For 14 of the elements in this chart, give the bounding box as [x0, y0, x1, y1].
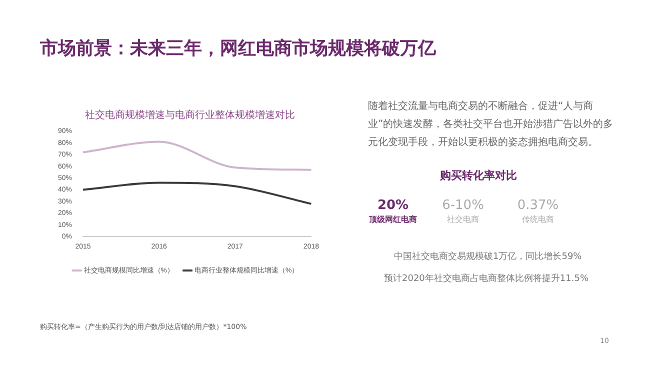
chart-subtitle: 社交电商规模增速与电商行业整体规模增速对比	[84, 108, 296, 122]
text: 传统电商	[521, 214, 555, 225]
text: 6-10%	[441, 198, 485, 213]
text: 顶级网红电商	[368, 214, 418, 225]
text: 随着社交流量与电商交易的不断融合，促进“人与商业”的快速发酵，各类社交平台也开始涉猎广告以外的多元化变现手段，开始以更积极的姿态拥抱电商交易。	[368, 100, 614, 150]
text: 社交电商	[446, 214, 480, 225]
line-series	[82, 140, 312, 171]
text: 购买转化率对比	[440, 168, 517, 183]
text: 20%	[376, 198, 410, 213]
chart-title: 市场前景：未来三年，网红电商市场规模将破万亿	[40, 37, 436, 60]
text: 中国社交电商交易规模破1万亿，同比增长59%	[394, 250, 582, 263]
text: 预计2020年社交电商占电商整体比例将提升11.5%	[384, 272, 588, 285]
text: 0.37%	[516, 198, 560, 213]
line-series	[82, 182, 312, 205]
